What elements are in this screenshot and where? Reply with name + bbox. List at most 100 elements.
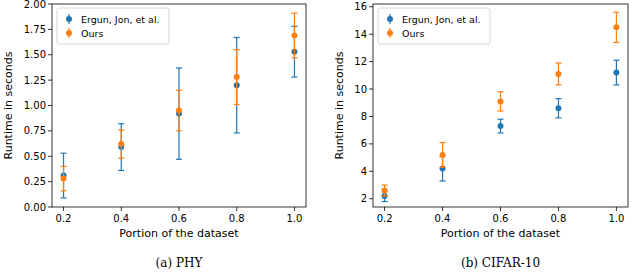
y-tick-label: 0.75 [24, 125, 46, 136]
series [61, 26, 298, 198]
error-bar [498, 92, 504, 111]
x-tick [384, 207, 385, 211]
point [555, 105, 561, 111]
y-tick [48, 181, 52, 182]
error-cap [291, 57, 297, 58]
error-cap [61, 166, 67, 167]
y-tick-label: 1.75 [24, 24, 46, 35]
chart: 0.20.40.60.81.0246810121416Portion of th… [333, 1, 628, 270]
y-tick [48, 29, 52, 30]
y-tick-label: 6 [361, 138, 367, 149]
y-tick-label: 14 [354, 29, 367, 40]
y-tick [48, 130, 52, 131]
error-line [178, 68, 179, 159]
error-cap [61, 153, 67, 154]
legend-box [57, 8, 169, 44]
legend-swatch [387, 30, 393, 36]
x-tick-label: 0.6 [493, 213, 509, 224]
error-cap [176, 67, 182, 68]
x-tick-label: 0.2 [56, 213, 72, 224]
legend-label: Ours [402, 28, 424, 39]
error-cap [555, 62, 561, 63]
figure: 0.2 0.4 0.6 0.8 1.0 0.00 0.25 0.50 0.75 1.00 1.25 1… [0, 0, 640, 275]
point [498, 123, 504, 129]
error-cap [176, 130, 182, 131]
y-tick [48, 156, 52, 157]
x-tick-label: 0.4 [435, 213, 451, 224]
legend-box [378, 8, 490, 44]
y-tick-label: 12 [354, 56, 367, 67]
point [613, 24, 619, 30]
x-tick-label: 0.8 [229, 213, 245, 224]
y-tick [48, 80, 52, 81]
error-cap [440, 167, 446, 168]
y-axis-label: Runtime in seconds [2, 51, 15, 159]
point [382, 188, 388, 194]
y-tick-label: 4 [361, 166, 367, 177]
point [291, 32, 297, 38]
legend: Ergun, Jon, et al.Ours [57, 8, 169, 44]
error-cap [234, 104, 240, 105]
x-axis-label: Portion of the dataset [119, 227, 239, 240]
legend-swatch [387, 16, 393, 22]
point [176, 108, 182, 114]
x-axis-label: Portion of the dataset [441, 227, 561, 240]
y-tick-label: 8 [361, 111, 367, 122]
series [382, 60, 620, 201]
error-cap [498, 132, 504, 133]
point [234, 74, 240, 80]
error-bar [613, 12, 619, 42]
legend-label: Ergun, Jon, et al. [81, 14, 160, 25]
error-cap [382, 201, 388, 202]
y-tick [48, 54, 52, 55]
y-tick [369, 89, 373, 90]
error-cap [234, 49, 240, 50]
legend-swatch [66, 16, 72, 22]
legend-label: Ergun, Jon, et al. [402, 14, 481, 25]
error-cap [176, 159, 182, 160]
y-tick-label: 0.50 [24, 151, 46, 162]
chart: 0.20.40.60.81.00.000.250.500.751.001.251… [2, 0, 306, 270]
y-tick-label: 1.00 [24, 100, 46, 111]
error-cap [613, 12, 619, 13]
x-tick [121, 207, 122, 211]
point [555, 71, 561, 77]
error-cap [118, 129, 124, 130]
point [498, 98, 504, 104]
y-tick [369, 143, 373, 144]
error-bar [118, 124, 124, 171]
error-cap [61, 190, 67, 191]
frame [373, 4, 628, 207]
x-tick-label: 0.2 [377, 213, 393, 224]
y-tick-label: 1.50 [24, 49, 46, 60]
y-tick-label: 2 [361, 193, 367, 204]
y-tick [48, 105, 52, 106]
x-tick-label: 1.0 [608, 213, 624, 224]
error-cap [382, 184, 388, 185]
error-line [236, 37, 237, 132]
x-tick [236, 207, 237, 211]
y-tick-label: 0.25 [24, 176, 46, 187]
y-tick-label: 10 [354, 84, 367, 95]
legend-swatch [66, 30, 72, 36]
error-cap [498, 110, 504, 111]
error-cap [555, 84, 561, 85]
error-cap [440, 142, 446, 143]
error-bar [555, 99, 561, 118]
error-cap [291, 13, 297, 14]
x-tick [558, 207, 559, 211]
error-cap [118, 123, 124, 124]
error-cap [234, 37, 240, 38]
y-tick [48, 207, 52, 208]
error-line [121, 124, 122, 171]
y-tick-label: 1.25 [24, 75, 46, 86]
error-bar [234, 50, 240, 105]
y-tick-label: 0.00 [24, 202, 46, 213]
y-tick [369, 171, 373, 172]
error-cap [176, 90, 182, 91]
error-bar [176, 68, 182, 159]
legend: Ergun, Jon, et al. Ours [378, 8, 490, 44]
error-bar [176, 90, 182, 131]
error-cap [613, 42, 619, 43]
y-axis-label: Runtime in seconds [333, 51, 346, 159]
